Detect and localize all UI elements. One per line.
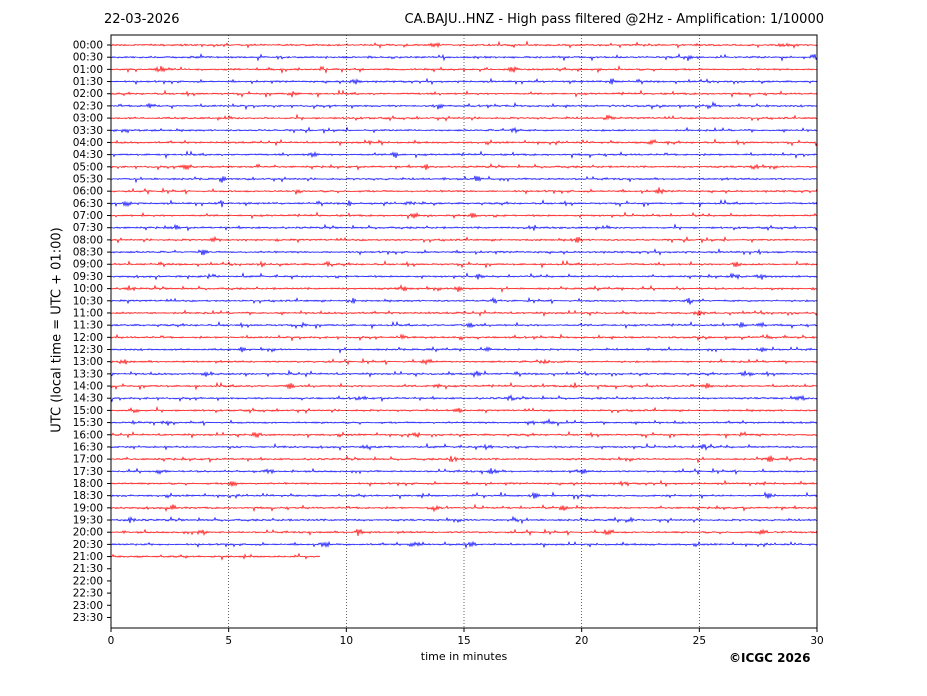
y-tick-label: 21:30 (73, 563, 103, 575)
trace-21:00 (111, 552, 321, 561)
plot-date: 22-03-2026 (104, 12, 180, 27)
trace-19:30 (110, 515, 818, 525)
y-tick-label: 13:00 (73, 356, 103, 368)
y-tick-label: 17:00 (73, 454, 103, 466)
x-tick-label: 0 (108, 635, 115, 647)
y-tick-label: 03:00 (73, 113, 103, 125)
trace-05:00 (110, 162, 818, 171)
x-tick-label: 15 (457, 635, 470, 647)
y-tick-label: 07:00 (73, 210, 103, 222)
y-tick-label: 02:30 (73, 100, 103, 112)
y-tick-label: 11:30 (73, 320, 103, 332)
y-tick-label: 10:00 (73, 283, 103, 295)
trace-10:30 (110, 296, 818, 305)
y-tick-label: 05:30 (73, 173, 103, 185)
y-tick-label: 06:00 (73, 186, 103, 198)
x-tick-label: 30 (810, 635, 823, 647)
y-tick-label: 23:00 (73, 600, 103, 612)
y-tick-label: 19:00 (73, 502, 103, 514)
trace-10:00 (110, 284, 818, 293)
y-tick-label: 01:30 (73, 76, 103, 88)
y-tick-label: 09:00 (73, 259, 103, 271)
y-tick-label: 15:00 (73, 405, 103, 417)
y-tick-label: 20:30 (73, 539, 103, 551)
trace-02:30 (111, 101, 818, 111)
y-tick-label: 06:30 (73, 198, 103, 210)
trace-04:30 (110, 150, 818, 160)
y-tick-label: 16:00 (73, 429, 103, 441)
trace-02:00 (110, 89, 818, 99)
x-tick-label: 10 (340, 635, 353, 647)
trace-18:30 (110, 491, 818, 500)
y-tick-label: 21:00 (73, 551, 103, 563)
y-tick-label: 12:30 (73, 344, 103, 356)
trace-09:30 (110, 272, 818, 281)
y-tick-label: 00:00 (73, 40, 103, 52)
y-tick-label: 14:30 (73, 393, 103, 405)
trace-09:00 (110, 259, 818, 269)
trace-01:30 (110, 77, 818, 86)
y-axis-label: UTC (local time = UTC + 01:00) (49, 227, 65, 433)
y-tick-label: 13:30 (73, 368, 103, 380)
trace-layer (110, 40, 818, 561)
y-tick-label: 23:30 (73, 612, 103, 624)
trace-12:30 (110, 345, 818, 354)
y-tick-label: 02:00 (73, 88, 103, 100)
trace-00:30 (110, 53, 818, 62)
trace-11:00 (110, 309, 818, 317)
y-tick-label: 00:30 (73, 52, 103, 64)
y-tick-label: 22:00 (73, 575, 103, 587)
copyright-text: ©ICGC 2026 (729, 651, 811, 665)
x-axis: 0 5 10 15 20 25 30 (108, 628, 824, 647)
y-tick-label: 03:30 (73, 125, 103, 137)
y-axis: 00:0000:3001:0001:3002:0002:3003:0003:30… (73, 40, 111, 624)
y-tick-label: 08:00 (73, 234, 103, 246)
y-tick-label: 07:30 (73, 222, 103, 234)
y-tick-label: 19:30 (73, 515, 103, 527)
y-tick-label: 09:30 (73, 271, 103, 283)
y-tick-label: 04:30 (73, 149, 103, 161)
y-tick-label: 10:30 (73, 295, 103, 307)
trace-12:00 (110, 333, 818, 342)
y-tick-label: 15:30 (73, 417, 103, 429)
y-tick-label: 17:30 (73, 466, 103, 478)
y-tick-label: 01:00 (73, 64, 103, 76)
y-tick-label: 14:00 (73, 381, 103, 393)
plot-title: CA.BAJU..HNZ - High pass filtered @2Hz -… (404, 12, 825, 27)
y-tick-label: 22:30 (73, 588, 103, 600)
grid-layer (228, 35, 700, 628)
y-tick-label: 18:30 (73, 490, 103, 502)
x-tick-label: 5 (225, 635, 232, 647)
y-tick-label: 16:30 (73, 441, 103, 453)
x-tick-label: 20 (575, 635, 588, 647)
trace-20:00 (110, 528, 818, 537)
y-tick-label: 11:00 (73, 307, 103, 319)
y-tick-label: 05:00 (73, 161, 103, 173)
x-axis-label: time in minutes (420, 650, 508, 663)
y-tick-label: 18:00 (73, 478, 103, 490)
y-tick-label: 20:00 (73, 527, 103, 539)
y-tick-label: 12:00 (73, 332, 103, 344)
x-tick-label: 25 (693, 635, 706, 647)
trace-11:30 (110, 320, 818, 330)
trace-19:00 (110, 503, 818, 513)
trace-03:30 (110, 126, 818, 135)
y-tick-label: 08:30 (73, 247, 103, 259)
trace-18:00 (110, 479, 818, 488)
y-tick-label: 04:00 (73, 137, 103, 149)
